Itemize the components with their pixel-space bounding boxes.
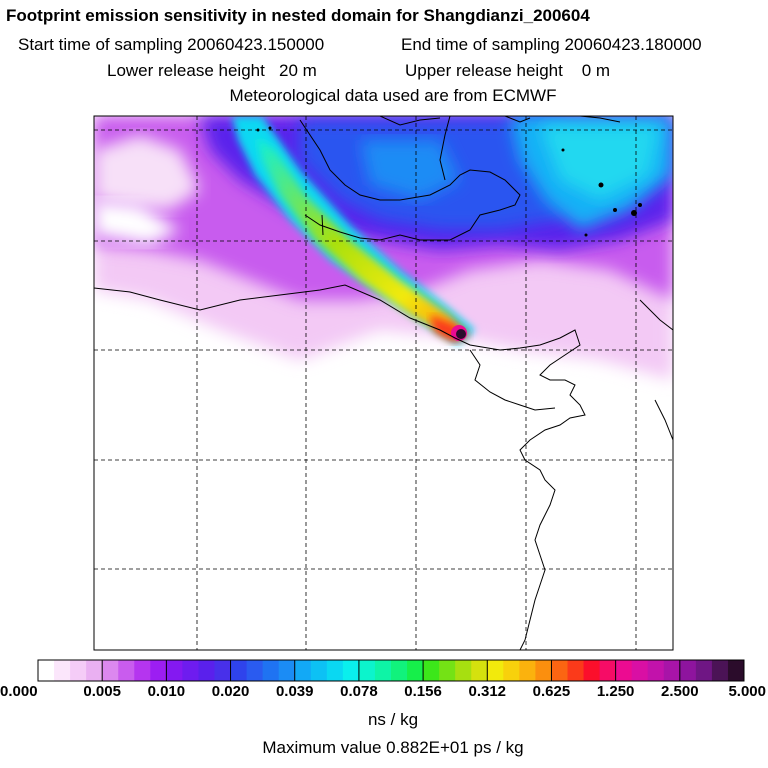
colorbar-cell	[679, 660, 697, 681]
colorbar-cell	[711, 660, 729, 681]
colorbar-cell	[551, 660, 568, 681]
colorbar-tick-label: 0.010	[147, 683, 186, 700]
colorbar-cell	[38, 660, 55, 681]
colorbar-cell	[182, 660, 199, 681]
colorbar-cell	[455, 660, 472, 681]
colorbar-cell	[262, 660, 280, 681]
colorbar-cell	[535, 660, 552, 681]
end-time-label: End time of sampling 20060423.180000	[401, 35, 702, 54]
colorbar-tick-label: 0.078	[340, 683, 378, 700]
colorbar-tick-label: 0.000	[0, 683, 38, 700]
colorbar-cell	[407, 660, 424, 681]
colorbar-cell	[294, 660, 312, 681]
colorbar-cell	[326, 660, 344, 681]
emission-field	[94, 116, 673, 380]
colorbar-cell	[70, 660, 87, 681]
colorbar-cell	[214, 660, 232, 681]
colorbar-cell	[391, 660, 408, 681]
colorbar-cell	[278, 660, 296, 681]
maximum-value-label: Maximum value 0.882E+01 ps / kg	[262, 738, 524, 757]
colorbar-cell	[615, 660, 633, 681]
colorbar-cell	[583, 660, 601, 681]
colorbar-unit: ns / kg	[367, 710, 419, 729]
colorbar-frame	[37, 659, 745, 682]
colorbar-tick-label: 0.005	[83, 683, 121, 700]
colorbar-cell	[487, 660, 504, 681]
colorbar-cell	[519, 660, 536, 681]
colorbar-cell	[503, 660, 520, 681]
upper-release-label: Upper release height 0 m	[405, 61, 611, 80]
lower-release-label: Lower release height 20 m	[107, 61, 317, 80]
colorbar-cell	[102, 660, 119, 681]
colorbar-cell	[310, 660, 328, 681]
colorbar-tick-label: 0.625	[532, 683, 571, 700]
colorbar-tick-label: 0.020	[211, 683, 250, 700]
map-title: Footprint emission sensitivity in nested…	[6, 6, 590, 25]
colorbar-cell	[230, 660, 248, 681]
colorbar-cell	[54, 660, 71, 681]
colorbar-cell	[695, 660, 713, 681]
map-frame	[93, 115, 674, 651]
start-time-label: Start time of sampling 20060423.150000	[18, 35, 325, 54]
met-data-label: Meteorological data used are from ECMWF	[229, 86, 557, 105]
islands	[256, 126, 642, 237]
colorbar-cell	[727, 660, 745, 681]
colorbar-tick-label: 2.500	[661, 683, 699, 700]
colorbar-cell	[567, 660, 585, 681]
colorbar-cell	[663, 660, 681, 681]
colorbar-tick-label: 1.250	[596, 683, 635, 700]
colorbar-cell	[471, 660, 488, 681]
colorbar-cell	[134, 660, 151, 681]
colorbar-cell	[599, 660, 617, 681]
colorbar-tick-label: 0.312	[468, 683, 507, 700]
colorbar-tick-label: 5.000	[728, 683, 766, 700]
colorbar-cells	[37, 660, 745, 681]
colorbar-cell	[198, 660, 215, 681]
colorbar-cell	[118, 660, 135, 681]
colorbar-cell	[374, 660, 392, 681]
colorbar-cell	[439, 660, 456, 681]
colorbar-tick-label: 0.039	[275, 683, 314, 700]
lat-lon-grid	[94, 116, 673, 650]
coastlines	[94, 116, 673, 650]
colorbar-cell	[647, 660, 665, 681]
colorbar-cell	[631, 660, 649, 681]
colorbar-cell	[86, 660, 103, 681]
hotspot-marker	[456, 329, 466, 339]
colorbar-cell	[166, 660, 183, 681]
colorbar-cell	[342, 660, 360, 681]
colorbar-cell	[246, 660, 264, 681]
colorbar-cell	[423, 660, 440, 681]
colorbar-cell	[150, 660, 167, 681]
colorbar-tick-label: 0.156	[404, 683, 442, 700]
colorbar-cell	[358, 660, 376, 681]
